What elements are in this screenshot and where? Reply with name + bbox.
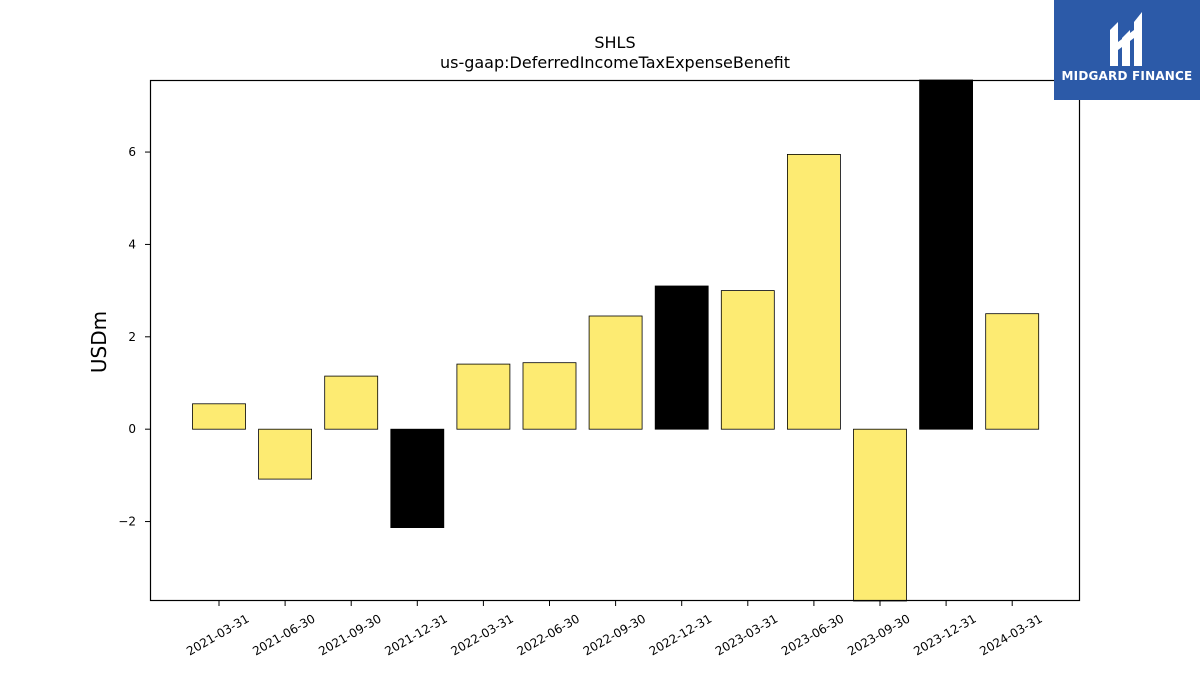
x-tick-label: 2022-06-30 [515, 611, 582, 658]
x-tick-label: 2023-12-31 [911, 611, 978, 658]
bar-2022-09-30 [588, 315, 643, 430]
x-tick-label: 2022-12-31 [647, 611, 714, 658]
x-tick-label: 2022-03-31 [448, 611, 515, 658]
bar-2021-03-31 [192, 403, 246, 430]
bar-2021-09-30 [324, 375, 379, 430]
x-tick-label: 2021-06-30 [250, 611, 317, 658]
chart-title: SHLS [594, 33, 635, 52]
chart-subtitle: us-gaap:DeferredIncomeTaxExpenseBenefit [440, 53, 790, 72]
bar-2021-06-30 [258, 428, 313, 480]
y-tick-label: 4 [128, 237, 136, 251]
x-tick-label: 2024-03-31 [977, 611, 1044, 658]
bar-2023-03-31 [720, 290, 775, 430]
bar-2023-12-31 [919, 79, 973, 430]
x-tick-label: 2022-09-30 [581, 611, 648, 658]
bar-2022-03-31 [456, 363, 511, 430]
logo-mark-icon [1110, 12, 1142, 66]
y-tick-label: −2 [118, 515, 136, 529]
y-tick-label: 6 [128, 145, 136, 159]
x-tick-label: 2023-09-30 [845, 611, 912, 658]
bar-2022-06-30 [522, 362, 577, 430]
bar-2024-03-31 [985, 313, 1040, 430]
x-tick-label: 2021-12-31 [382, 611, 449, 658]
x-tick-label: 2023-06-30 [779, 611, 846, 658]
x-tick-label: 2021-03-31 [184, 611, 251, 658]
bars-group [192, 79, 1040, 602]
bar-2021-12-31 [390, 428, 445, 529]
x-tick-label: 2023-03-31 [713, 611, 780, 658]
x-axis-ticks: 2021-03-312021-06-302021-09-302021-12-31… [184, 601, 1045, 658]
x-tick-label: 2021-09-30 [316, 611, 383, 658]
y-axis-label: USDm [87, 311, 111, 373]
y-axis-ticks: −2 0 2 4 6 [118, 145, 150, 529]
brand-logo: MIDGARD FINANCE [1054, 0, 1200, 100]
y-tick-label: 0 [128, 422, 136, 436]
y-tick-label: 2 [128, 330, 136, 344]
plot-frame [149, 79, 1081, 602]
logo-text: MIDGARD FINANCE [1061, 69, 1193, 83]
bar-2023-06-30 [787, 153, 841, 430]
bar-2023-09-30 [853, 428, 907, 602]
bar-2022-12-31 [654, 285, 709, 430]
